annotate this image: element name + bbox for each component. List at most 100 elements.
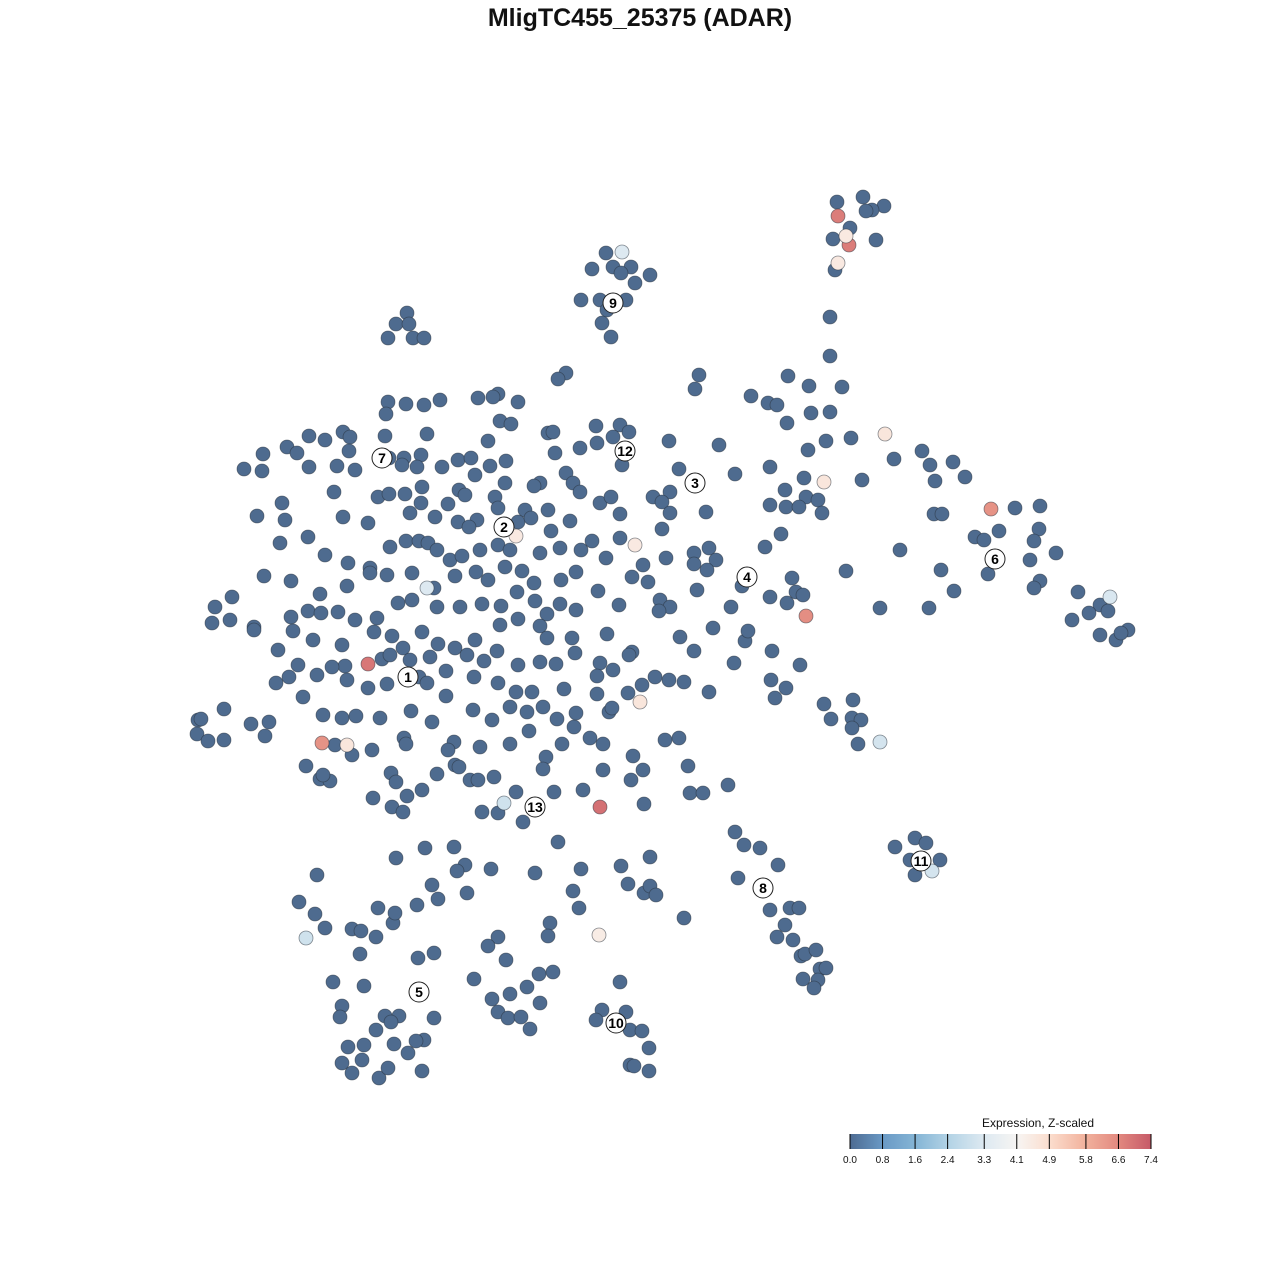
data-point <box>1092 627 1108 643</box>
data-point <box>818 433 834 449</box>
data-point <box>844 720 860 736</box>
data-point <box>380 330 396 346</box>
data-point <box>377 428 393 444</box>
data-point <box>289 445 305 461</box>
cluster-label: 10 <box>608 1015 624 1031</box>
cluster-label: 12 <box>617 443 633 459</box>
data-point <box>467 632 483 648</box>
data-point <box>387 905 403 921</box>
data-point <box>946 583 962 599</box>
data-point <box>426 1010 442 1026</box>
data-point <box>483 861 499 877</box>
data-point-expressed <box>592 799 608 815</box>
data-point <box>553 572 569 588</box>
data-point <box>711 437 727 453</box>
data-point <box>334 1055 350 1071</box>
data-point <box>502 699 518 715</box>
data-point <box>654 521 670 537</box>
data-point <box>698 504 714 520</box>
data-point <box>341 443 357 459</box>
data-point <box>762 589 778 605</box>
data-point <box>484 712 500 728</box>
data-point <box>1113 625 1129 641</box>
data-point <box>661 433 677 449</box>
data-point <box>605 662 621 678</box>
data-point <box>636 796 652 812</box>
data-point <box>470 390 486 406</box>
data-point-expressed <box>872 734 888 750</box>
data-point <box>519 979 535 995</box>
legend-tick-label: 3.3 <box>977 1155 991 1166</box>
data-point <box>474 804 490 820</box>
cluster-label-badge <box>614 440 636 462</box>
data-point <box>1007 500 1023 516</box>
data-point <box>368 1022 384 1038</box>
data-point <box>590 583 606 599</box>
data-point <box>312 586 328 602</box>
data-point <box>337 658 353 674</box>
data-point <box>317 547 333 563</box>
data-point <box>224 589 240 605</box>
data-point <box>366 624 382 640</box>
data-point <box>767 690 783 706</box>
data-point <box>829 194 845 210</box>
data-point <box>565 883 581 899</box>
data-point <box>409 897 425 913</box>
data-point <box>823 711 839 727</box>
data-point <box>620 876 636 892</box>
data-point <box>430 891 446 907</box>
data-point <box>648 887 664 903</box>
data-point <box>795 971 811 987</box>
data-point <box>573 861 589 877</box>
cluster-label: 8 <box>759 880 767 896</box>
data-point <box>480 433 496 449</box>
data-point <box>472 542 488 558</box>
data-point <box>281 669 297 685</box>
data-point <box>454 548 470 564</box>
data-point <box>605 429 621 445</box>
data-point <box>394 457 410 473</box>
data-point <box>329 458 345 474</box>
data-point <box>657 732 673 748</box>
data-point <box>727 466 743 482</box>
data-point <box>438 688 454 704</box>
data-point <box>476 653 492 669</box>
data-point <box>342 429 358 445</box>
data-point <box>686 643 702 659</box>
data-point <box>470 772 486 788</box>
data-point <box>801 378 817 394</box>
data-point <box>612 530 628 546</box>
data-point <box>480 572 496 588</box>
data-point <box>334 637 350 653</box>
data-point <box>769 397 785 413</box>
data-point <box>416 330 432 346</box>
data-point <box>834 379 850 395</box>
data-point <box>991 523 1007 539</box>
data-point <box>334 710 350 726</box>
data-point <box>540 502 556 518</box>
data-point <box>595 762 611 778</box>
data-point <box>532 995 548 1011</box>
data-point-expressed <box>830 255 846 271</box>
data-point-expressed <box>591 927 607 943</box>
data-point <box>432 392 448 408</box>
cluster-label-badge <box>910 850 932 872</box>
data-point <box>340 1039 356 1055</box>
data-point <box>398 396 414 412</box>
data-point <box>388 316 404 332</box>
data-point <box>642 267 658 283</box>
data-point <box>472 739 488 755</box>
data-point <box>795 587 811 603</box>
data-point <box>680 758 696 774</box>
data-point <box>621 424 637 440</box>
data-point <box>582 730 598 746</box>
data-point <box>398 533 414 549</box>
data-point <box>547 445 563 461</box>
data-point <box>395 804 411 820</box>
data-point <box>301 428 317 444</box>
legend-tick-label: 4.9 <box>1042 1155 1056 1166</box>
data-point <box>588 418 604 434</box>
data-point <box>818 960 834 976</box>
data-point <box>402 652 418 668</box>
